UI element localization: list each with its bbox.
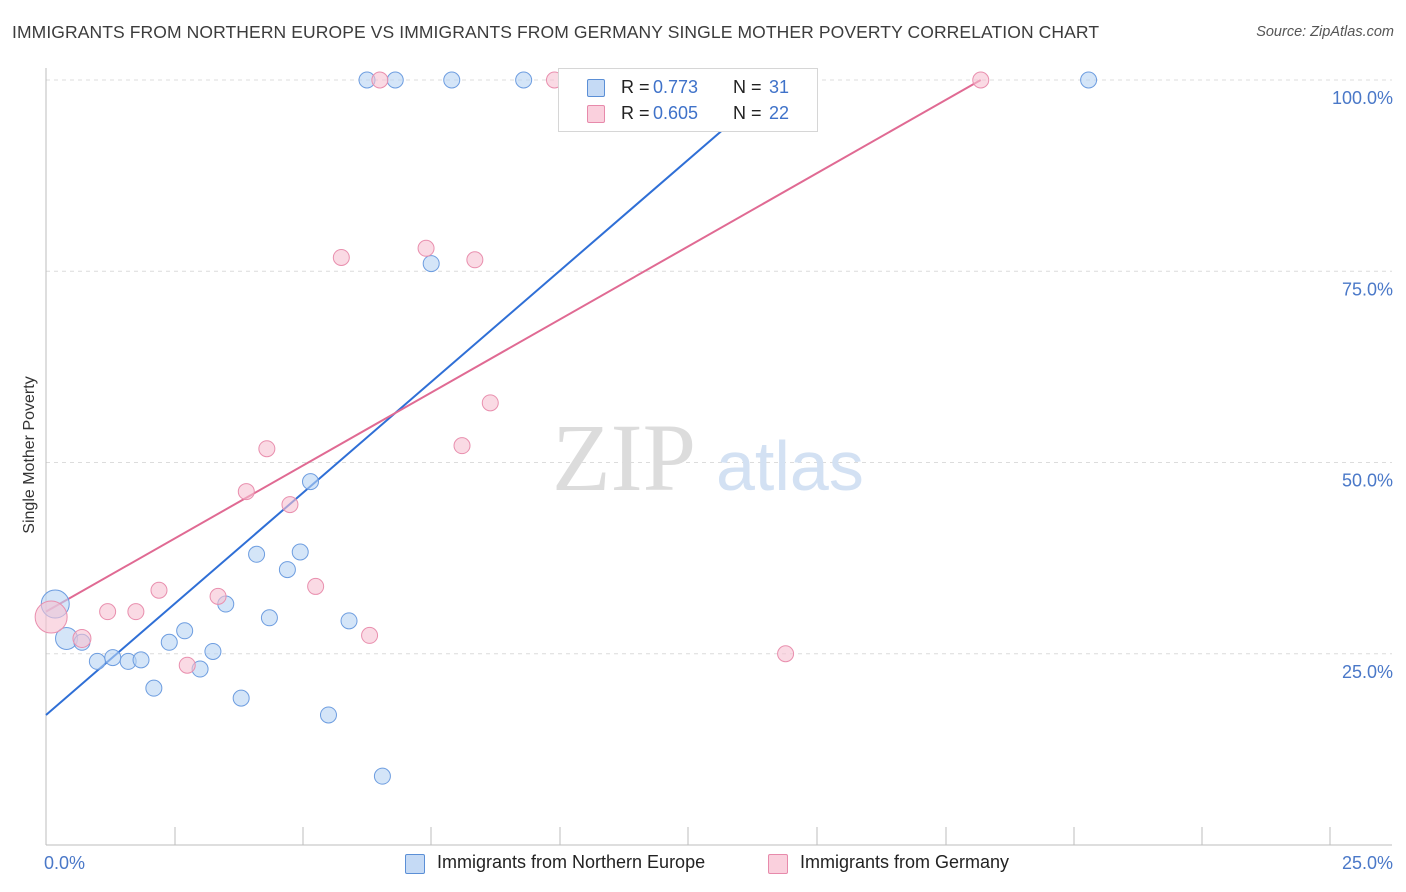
point-germany [150, 581, 168, 599]
point-germany [178, 656, 196, 674]
point-germany [127, 603, 145, 621]
point-germany [371, 71, 389, 89]
legend-n-label: N = [733, 103, 762, 123]
point-northern-europe [319, 706, 337, 724]
y-tick-label: 75.0% [1342, 279, 1393, 299]
point-northern-europe [145, 679, 163, 697]
point-germany [972, 71, 990, 89]
legend-swatch-blue [587, 79, 605, 97]
point-germany [209, 587, 227, 605]
legend-n-value: 31 [769, 77, 790, 97]
point-northern-europe [291, 543, 309, 561]
legend-swatch-pink [587, 105, 605, 123]
point-northern-europe [340, 612, 358, 630]
point-northern-europe [260, 609, 278, 627]
point-northern-europe [443, 71, 461, 89]
point-germany [237, 483, 255, 501]
point-northern-europe [232, 689, 250, 707]
point-northern-europe [515, 71, 533, 89]
series-swatch-blue [405, 854, 425, 874]
point-northern-europe [104, 649, 122, 667]
point-germany [361, 626, 379, 644]
legend-n-value: 22 [769, 103, 790, 123]
point-northern-europe [422, 255, 440, 273]
legend-r-label: R = [621, 77, 650, 97]
point-northern-europe [373, 767, 391, 785]
point-germany [72, 628, 92, 648]
point-germany [281, 496, 299, 514]
point-northern-europe [88, 652, 106, 670]
point-germany [481, 394, 499, 412]
legend-r-value: 0.605 [653, 103, 699, 123]
axes [45, 68, 1392, 846]
source-credit: Source: ZipAtlas.com [1256, 24, 1394, 40]
point-northern-europe [132, 651, 150, 669]
legend-n-label: N = [733, 77, 762, 97]
point-germany [34, 600, 68, 634]
x-tick-label: 25.0% [1342, 853, 1393, 873]
point-germany [417, 239, 435, 257]
point-northern-europe [248, 545, 266, 563]
series-name: Immigrants from Northern Europe [437, 852, 706, 872]
point-germany [777, 645, 795, 663]
y-axis-label: Single Mother Poverty [21, 376, 38, 533]
correlation-legend: R = 0.773 N = 31 R = 0.605 N = 22 [558, 68, 818, 132]
watermark-zip: ZIP [552, 404, 696, 511]
point-northern-europe [204, 642, 222, 660]
x-tick-label: 0.0% [44, 853, 85, 873]
point-northern-europe [302, 473, 320, 491]
y-tick-label: 100.0% [1332, 88, 1393, 108]
point-germany [453, 437, 471, 455]
trend-line-northern-europe [45, 79, 782, 716]
point-northern-europe [1080, 71, 1098, 89]
y-tick-label: 50.0% [1342, 471, 1393, 491]
legend-r-value: 0.773 [653, 77, 699, 97]
y-tick-label: 25.0% [1342, 662, 1393, 682]
gridlines [46, 79, 1392, 655]
point-northern-europe [278, 561, 296, 579]
series-swatch-pink [768, 854, 788, 874]
point-germany [332, 248, 350, 266]
point-northern-europe [386, 71, 404, 89]
point-germany [307, 577, 325, 595]
legend-r-label: R = [621, 103, 650, 123]
watermark-atlas: atlas [716, 427, 864, 505]
tick-labels: 25.0% 50.0% 75.0% 100.0% 0.0% 25.0% [44, 88, 1393, 873]
chart-title: IMMIGRANTS FROM NORTHERN EUROPE VS IMMIG… [12, 22, 1100, 42]
trend-lines [45, 79, 982, 716]
data-points [34, 71, 1098, 785]
series-name: Immigrants from Germany [800, 852, 1010, 872]
point-germany [258, 440, 276, 458]
point-northern-europe [160, 633, 178, 651]
point-germany [99, 603, 117, 621]
trend-line-germany [45, 79, 982, 613]
point-germany [466, 251, 484, 269]
point-northern-europe [176, 622, 194, 640]
